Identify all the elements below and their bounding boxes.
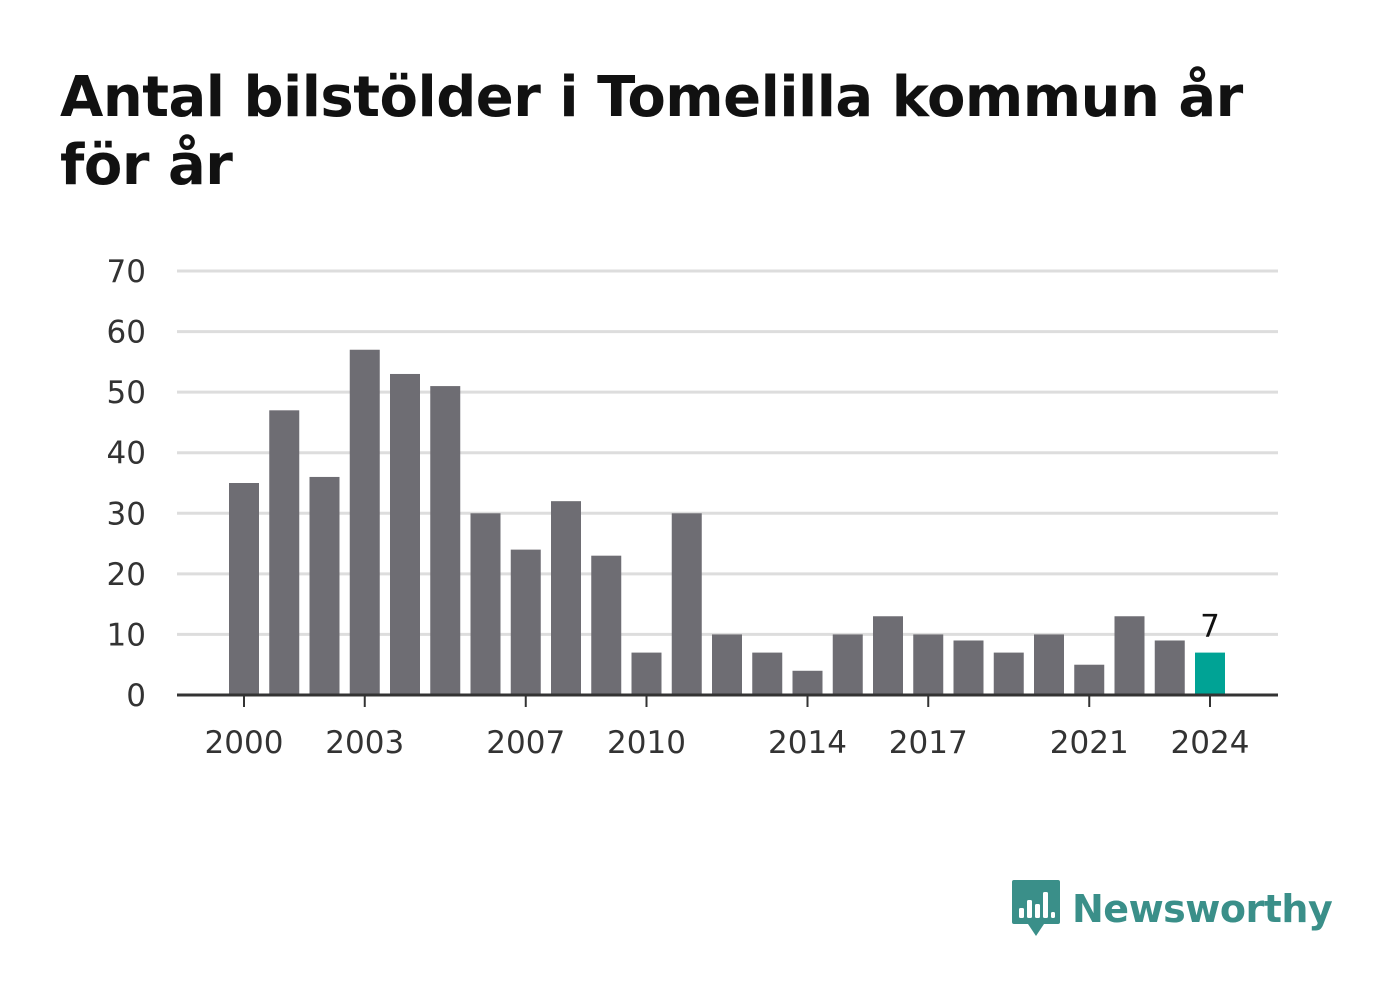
bar-2011 <box>671 513 702 695</box>
y-tick-label: 10 <box>107 617 146 653</box>
bar-2010 <box>631 652 662 695</box>
bar-2007 <box>510 549 541 695</box>
x-axis-ticks: 2000 2003 2007 2010 2014 2017 2021 2024 <box>205 695 1250 761</box>
x-tick-label: 2014 <box>768 725 847 761</box>
data-labels: 7 <box>1200 609 1220 645</box>
bar-2013 <box>752 652 783 695</box>
bar-2000 <box>229 483 259 695</box>
brand-name: Newsworthy <box>1072 887 1333 931</box>
bar-2012 <box>712 634 742 695</box>
bar-2021 <box>1074 664 1105 695</box>
y-tick-label: 30 <box>107 496 146 532</box>
y-tick-label: 50 <box>107 375 146 411</box>
x-tick-label: 2021 <box>1050 725 1129 761</box>
bar-2002 <box>309 476 340 695</box>
x-tick-label: 2007 <box>486 725 565 761</box>
brand-logo: Newsworthy <box>1010 878 1333 940</box>
y-tick-label: 0 <box>126 678 146 714</box>
bar-2022 <box>1114 616 1145 695</box>
bar-2023 <box>1154 640 1185 695</box>
y-tick-label: 70 <box>107 254 146 290</box>
bar-2001 <box>269 410 300 695</box>
bar-2018 <box>953 640 984 695</box>
x-tick-label: 2017 <box>889 725 968 761</box>
bar-2006 <box>470 513 501 695</box>
x-tick-label: 2000 <box>205 725 284 761</box>
bar-2009 <box>591 555 622 695</box>
bars <box>229 349 1225 695</box>
x-tick-label: 2003 <box>325 725 404 761</box>
x-tick-label: 2024 <box>1171 725 1250 761</box>
bar-2017 <box>913 634 944 695</box>
bar-2015 <box>832 634 863 695</box>
data-label-highlight: 7 <box>1200 609 1220 645</box>
x-tick-label: 2010 <box>607 725 686 761</box>
bar-2020 <box>1034 634 1064 695</box>
gridlines <box>177 269 1278 636</box>
newsworthy-logo-icon <box>1012 880 1060 936</box>
bar-2024 <box>1195 652 1225 695</box>
y-axis-ticks: 0 10 20 30 40 50 60 70 <box>107 254 146 714</box>
bar-2003 <box>349 349 380 695</box>
y-tick-label: 40 <box>107 436 146 472</box>
bar-2019 <box>993 652 1024 695</box>
chart-title: Antal bilstölder i Tomelilla kommun år f… <box>60 65 1243 198</box>
bar-2004 <box>390 373 420 695</box>
y-tick-label: 60 <box>107 315 146 351</box>
bar-2005 <box>430 386 461 695</box>
y-tick-label: 20 <box>107 557 146 593</box>
bar-2016 <box>873 616 903 695</box>
bar-2014 <box>792 670 823 695</box>
bar-2008 <box>551 501 581 695</box>
